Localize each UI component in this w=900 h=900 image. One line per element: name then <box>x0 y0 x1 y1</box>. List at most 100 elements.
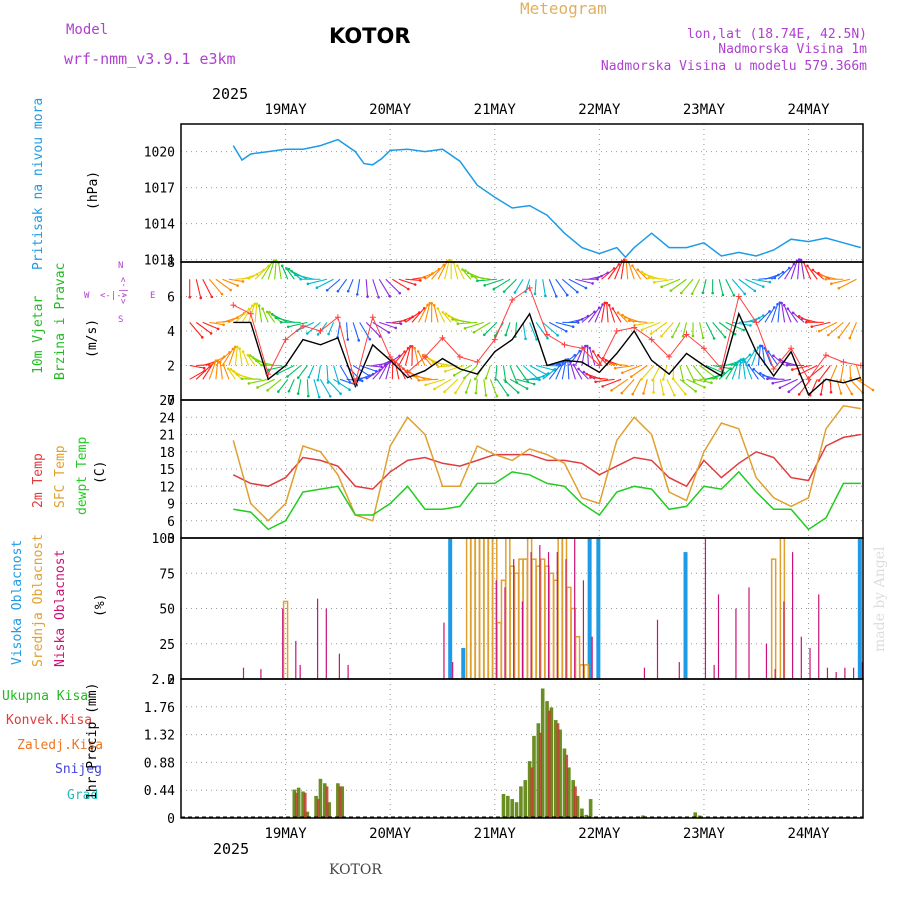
cloud-low-bar <box>656 619 659 679</box>
pressure-panel-frame <box>180 123 864 263</box>
precip-total-bar <box>545 701 549 818</box>
wind-arrow <box>195 279 202 299</box>
wind-arrow <box>275 317 295 323</box>
wind-gust-point <box>631 324 638 331</box>
wind-gust-point <box>683 331 690 338</box>
wind-gust-point <box>404 369 411 376</box>
wind-arrowhead <box>296 392 300 395</box>
wind-arrowhead <box>768 280 772 284</box>
wind-arrowhead <box>463 327 467 330</box>
day-label-top: 20MAY <box>369 102 412 118</box>
wind-arrowhead <box>470 275 474 278</box>
wind-gust-point <box>387 353 394 360</box>
wind-arrow <box>725 364 736 380</box>
wind-arrow <box>516 365 529 382</box>
wind-arrow <box>326 278 341 291</box>
panels-layer: 19MAY 19MAY 20MAY 20MAY 21MAY 21MAY 22MAY 22MAY… <box>144 102 875 842</box>
wind-arrow <box>234 346 238 366</box>
day-label-top: 19MAY <box>265 102 308 118</box>
wind-arrowhead <box>474 391 478 395</box>
wind-arrow <box>567 359 570 380</box>
wind-arrow <box>241 305 253 323</box>
wind-arrow <box>827 321 844 336</box>
cloud-low-bar <box>818 594 820 679</box>
wind-arrowhead <box>785 363 789 367</box>
wind-arrow <box>691 279 701 294</box>
precip-legend-conv: Konvek.Kisa <box>6 713 92 728</box>
wind-arrow <box>228 278 244 283</box>
wind-arrowhead <box>747 363 750 367</box>
wind-arrowhead <box>871 388 875 392</box>
wind-arrowhead <box>839 379 843 382</box>
wind-arrowhead <box>421 353 425 357</box>
wind-arrow <box>308 365 315 378</box>
wind-arrowhead <box>584 344 587 348</box>
wind-arrow <box>202 321 219 330</box>
wind-arrowhead <box>247 382 251 385</box>
wind-arrow <box>529 322 538 340</box>
pressure-tick: 1014 <box>144 218 175 233</box>
wind-arrow <box>424 268 440 280</box>
wind-arrowhead <box>216 327 220 331</box>
wind-arrow <box>612 308 622 323</box>
wind-arrow <box>454 379 465 394</box>
wind-arrow <box>725 279 735 296</box>
wind-arrowhead <box>642 392 645 395</box>
wind-arrow <box>608 304 616 323</box>
wind-arrowhead <box>394 326 398 330</box>
wind-arrowhead <box>591 282 594 285</box>
wind-arrow <box>379 321 396 329</box>
wind-arrowhead <box>336 289 340 293</box>
wind-arrowhead <box>800 317 804 320</box>
wind-arrow <box>332 365 340 384</box>
compass-arrow-v: <-|-> <box>119 276 129 304</box>
wind-arrowhead <box>307 375 311 379</box>
precip-legend-grad: Grad <box>67 788 98 803</box>
wind-arrow <box>365 279 369 297</box>
wind-arrowhead <box>222 363 225 367</box>
wind-arrow <box>417 351 426 366</box>
wind-arrow <box>692 378 712 384</box>
wind-arrowhead <box>430 302 434 305</box>
precip-conv-bar <box>338 786 342 818</box>
wind-arrowhead <box>782 303 786 307</box>
wind-arrowhead <box>571 325 575 329</box>
wind-arrow <box>731 361 740 380</box>
cloud-low-bar <box>513 559 515 679</box>
wind-arrowhead <box>662 393 665 396</box>
wind-arrow <box>398 278 416 286</box>
wind-arrow <box>256 360 275 367</box>
cloud-high-bar <box>448 538 453 679</box>
wind-arrowhead <box>546 336 549 340</box>
wind-arrow <box>254 265 270 280</box>
wind-arrowhead <box>403 350 406 353</box>
wind-arrow <box>581 311 595 323</box>
wind-arrowhead <box>504 333 508 337</box>
precip-conv-bar <box>295 792 298 818</box>
wind-arrow <box>278 262 282 280</box>
cloud-mid-bar <box>522 558 529 680</box>
wind-arrow <box>295 274 315 280</box>
wind-arrowhead <box>643 272 647 276</box>
wind-arrow <box>818 321 838 332</box>
wind-arrowhead <box>631 264 634 267</box>
cloud-low-bar <box>565 559 567 679</box>
cloud-tick: 25 <box>159 638 175 653</box>
wind-arrow <box>313 379 320 398</box>
wind-arrow <box>573 364 583 380</box>
wind-arrowhead <box>454 391 457 395</box>
wind-arrowhead <box>360 379 364 383</box>
precip-total-bar <box>527 761 532 818</box>
day-label-bottom: 23MAY <box>683 826 726 842</box>
wind-arrow <box>812 269 825 280</box>
wind-arrowhead <box>701 291 705 295</box>
wind-arrowhead <box>791 311 795 315</box>
wind-arrowhead <box>679 291 683 295</box>
wind-arrow <box>221 348 234 366</box>
precip-total-bar <box>305 811 310 818</box>
wind-arrow <box>471 275 491 280</box>
wind-arrow <box>306 379 309 397</box>
wind-gust-point <box>317 328 324 334</box>
wind-arrowhead <box>839 392 843 395</box>
cloud-low-bar <box>835 671 837 679</box>
